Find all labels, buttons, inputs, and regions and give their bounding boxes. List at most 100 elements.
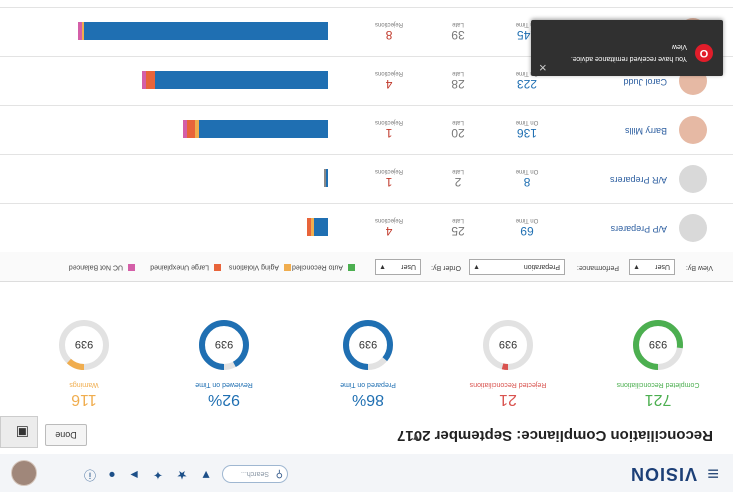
stat-value: 21 — [499, 391, 517, 408]
legend-item: UC Not Balanced — [69, 264, 135, 271]
stat-value: 721 — [644, 391, 672, 408]
metric-value: 136 — [516, 126, 538, 140]
metric-on-time: 8 On Time — [497, 168, 557, 189]
metric-rejections: 1 Rejections — [359, 168, 419, 189]
alert-icon: O — [695, 44, 713, 62]
bar-segment — [183, 120, 188, 138]
metric-late: 28 Late — [428, 70, 488, 91]
stat-card[interactable]: 86% Prepared on Time 939 — [303, 317, 433, 408]
list-item[interactable]: Frank Taylor22On Time6Late3Rejections — [0, 0, 733, 7]
metric-rejections: 4 Rejections — [359, 70, 419, 91]
metric-late: 39 Late — [428, 21, 488, 42]
close-icon[interactable]: ✕ — [538, 61, 547, 72]
stat-ring: 939 — [59, 320, 109, 370]
chevron-down-icon: ▼ — [633, 263, 640, 270]
stat-card[interactable]: 116 Warnings 939 — [19, 317, 149, 408]
stat-card[interactable]: 721 Completed Reconciliations 939 — [593, 317, 723, 408]
metric-on-time: 136 On Time — [497, 119, 557, 140]
metric-label: Rejections — [375, 119, 404, 125]
bar-segment — [311, 218, 315, 236]
toast-view-link[interactable]: View — [671, 43, 687, 50]
info-icon[interactable]: ⓘ — [84, 468, 97, 482]
metric-on-time: 69 On Time — [497, 217, 557, 238]
chevron-down-icon: ▼ — [473, 263, 480, 270]
tool-icon[interactable]: ✦ — [152, 468, 164, 482]
metric-value: 20 — [451, 126, 465, 140]
notification-toast[interactable]: O You have received remittance advice. V… — [531, 20, 723, 76]
performance-select[interactable]: Preparation ▼ — [469, 259, 565, 275]
bar-segment — [326, 169, 328, 187]
metric-value: 8 — [523, 175, 531, 189]
row-name[interactable]: Carol Judd — [623, 77, 667, 87]
order-by-value: User — [401, 263, 416, 270]
stat-label: Prepared on Time — [340, 381, 396, 388]
order-by-select[interactable]: User ▼ — [375, 259, 421, 275]
star-icon[interactable]: ★ — [176, 468, 188, 482]
bar-segment — [195, 120, 199, 138]
chevron-down-icon: ▼ — [379, 263, 386, 270]
picture-icon: ▣ — [15, 425, 29, 441]
stat-label: Rejected Reconciliations — [469, 381, 547, 388]
bar-segment — [314, 218, 328, 236]
metric-value: 223 — [516, 77, 538, 91]
metric-rejections: 8 Rejections — [359, 21, 419, 42]
legend-item: Auto Reconciled — [292, 264, 355, 271]
search-icon: ⚲ — [275, 468, 283, 479]
hamburger-icon[interactable]: ≡ — [707, 462, 719, 484]
legend-swatch — [128, 264, 135, 271]
legend-item: Large Unexplained — [150, 264, 221, 271]
stat-label: Reviewed on Time — [195, 381, 253, 388]
metric-label: On Time — [515, 168, 539, 174]
stat-card[interactable]: 21 Rejected Reconciliations 939 — [443, 317, 573, 408]
legend-swatch — [348, 264, 355, 271]
filter-bar: View By: User ▼ Performance: Preparation ▼… — [0, 250, 733, 282]
metric-value: 28 — [451, 77, 465, 91]
bar-segment — [199, 120, 328, 138]
row-name[interactable]: A/R Preparers — [609, 175, 667, 185]
row-name[interactable]: Barry Mills — [625, 126, 667, 136]
metric-late: 2 Late — [428, 168, 488, 189]
view-by-select[interactable]: User ▼ — [629, 259, 675, 275]
metric-label: Late — [452, 168, 464, 174]
search-input[interactable]: ⚲ Search... — [222, 465, 288, 483]
people-icon[interactable]: ● — [108, 468, 116, 482]
thumbnail-box[interactable]: ▣ — [0, 416, 38, 448]
metric-label: Late — [452, 119, 464, 125]
stat-label: Warnings — [69, 381, 99, 388]
download-icon[interactable]: ▼ — [200, 468, 212, 482]
ring-value: 939 — [359, 338, 377, 350]
legend-swatch — [214, 264, 221, 271]
bar-segment — [324, 169, 326, 187]
stat-ring: 939 — [483, 320, 533, 370]
metric-value: 25 — [451, 224, 465, 238]
megaphone-icon[interactable]: ► — [128, 468, 140, 482]
metric-value: 4 — [385, 224, 393, 238]
legend-label: Large Unexplained — [150, 263, 209, 271]
period-dropdown-icon[interactable]: ▼ — [411, 431, 421, 442]
row-name[interactable]: A/P Preparers — [610, 224, 667, 234]
avatar — [679, 165, 707, 193]
stat-ring: 939 — [199, 320, 249, 370]
ring-progress — [483, 320, 533, 370]
metric-label: Rejections — [375, 168, 404, 174]
ring-value: 939 — [215, 338, 233, 350]
ring-progress — [343, 320, 393, 370]
user-avatar[interactable] — [11, 460, 37, 486]
legend-item: Aging Violations — [229, 264, 291, 271]
app-logo[interactable]: VISION — [629, 464, 697, 484]
list-item[interactable]: A/P Preparers 69 On Time 25 Late 4 Rejections — [0, 203, 733, 252]
metric-value: 1 — [385, 175, 393, 189]
bar-segment — [77, 22, 82, 40]
metric-value: 39 — [451, 28, 465, 42]
list-item[interactable]: Barry Mills 136 On Time 20 Late 1 Rejections — [0, 105, 733, 154]
stat-card[interactable]: 92% Reviewed on Time 939 — [159, 317, 289, 408]
legend-swatch — [284, 264, 291, 271]
stat-value: 86% — [351, 391, 385, 408]
list-item[interactable]: A/R Preparers 8 On Time 2 Late 1 Rejections — [0, 154, 733, 203]
bar-segment — [142, 71, 147, 89]
done-button[interactable]: Done — [45, 424, 87, 446]
metric-late: 25 Late — [428, 217, 488, 238]
ring-progress — [59, 320, 109, 370]
ring-value: 939 — [499, 338, 517, 350]
ring-progress — [633, 320, 683, 370]
